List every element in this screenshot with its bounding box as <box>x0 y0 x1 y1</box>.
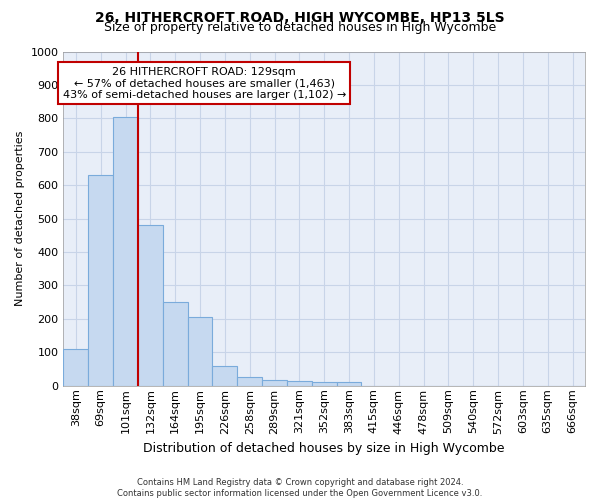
Bar <box>188 317 212 386</box>
Bar <box>113 116 138 386</box>
Text: 26, HITHERCROFT ROAD, HIGH WYCOMBE, HP13 5LS: 26, HITHERCROFT ROAD, HIGH WYCOMBE, HP13… <box>95 12 505 26</box>
Text: Contains HM Land Registry data © Crown copyright and database right 2024.
Contai: Contains HM Land Registry data © Crown c… <box>118 478 482 498</box>
Bar <box>312 382 337 386</box>
Bar <box>163 302 188 386</box>
Bar <box>138 226 163 386</box>
Y-axis label: Number of detached properties: Number of detached properties <box>15 131 25 306</box>
Bar <box>262 380 287 386</box>
Text: Size of property relative to detached houses in High Wycombe: Size of property relative to detached ho… <box>104 22 496 35</box>
Bar <box>237 376 262 386</box>
Bar <box>64 349 88 386</box>
Bar <box>337 382 361 386</box>
X-axis label: Distribution of detached houses by size in High Wycombe: Distribution of detached houses by size … <box>143 442 505 455</box>
Bar <box>88 175 113 386</box>
Bar <box>212 366 237 386</box>
Bar <box>287 382 312 386</box>
Text: 26 HITHERCROFT ROAD: 129sqm
← 57% of detached houses are smaller (1,463)
43% of : 26 HITHERCROFT ROAD: 129sqm ← 57% of det… <box>62 66 346 100</box>
